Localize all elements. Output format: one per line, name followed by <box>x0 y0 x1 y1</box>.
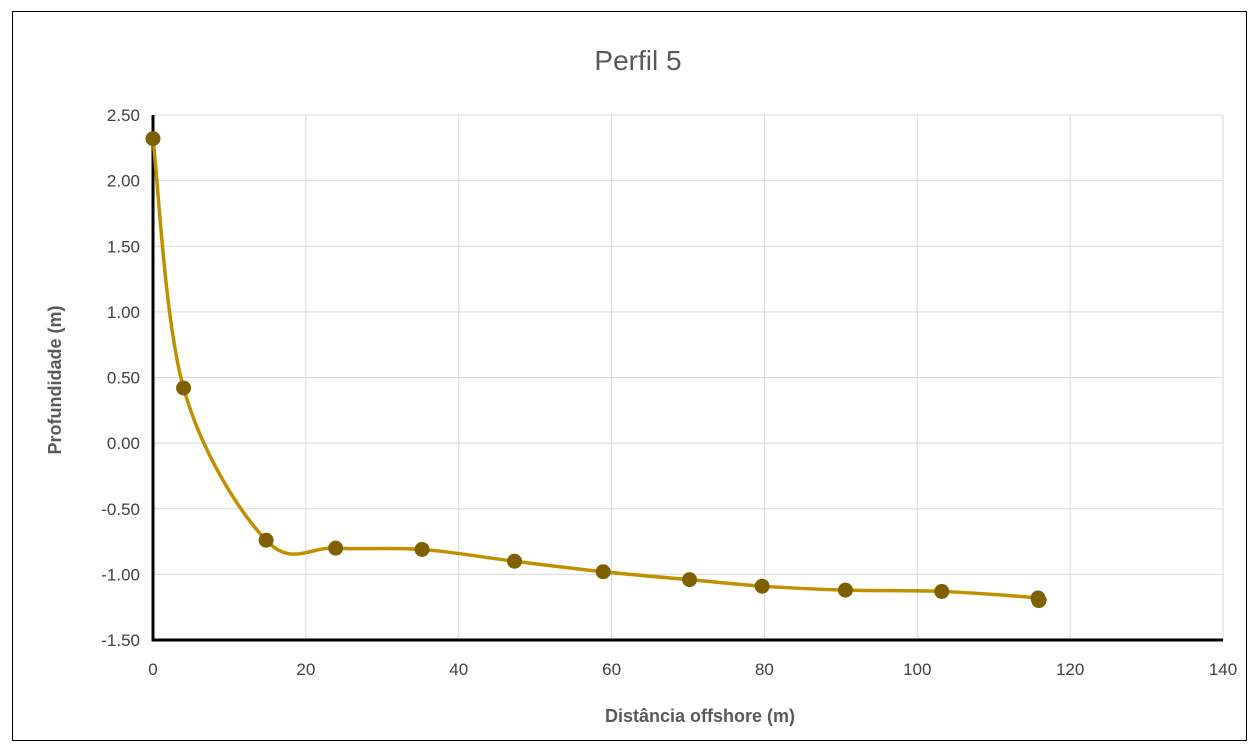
x-tick-label: 20 <box>296 660 315 679</box>
data-point <box>414 541 430 557</box>
x-tick-label: 80 <box>755 660 774 679</box>
y-tick-label: 2.50 <box>107 106 140 125</box>
grid-layer <box>153 114 1224 640</box>
x-axis-title: Distância offshore (m) <box>605 706 795 726</box>
data-point <box>145 131 161 147</box>
y-tick-label: 1.50 <box>107 237 140 256</box>
y-tick-label: 0.50 <box>107 369 140 388</box>
data-point <box>837 582 853 598</box>
y-tick-label: -1.00 <box>101 565 140 584</box>
data-point <box>507 553 523 569</box>
label-layer: 2.50 2.00 1.50 1.00 0.50 0.00 -0.50 -1.00 -1.50 0… <box>101 106 1237 679</box>
x-tick-label: 140 <box>1209 660 1237 679</box>
data-point <box>1031 593 1047 609</box>
x-tick-label: 0 <box>148 660 157 679</box>
x-tick-label: 100 <box>903 660 931 679</box>
x-tick-label: 120 <box>1056 660 1084 679</box>
line-layer <box>151 138 1048 603</box>
chart-title: Perfil 5 <box>594 45 681 76</box>
data-point <box>328 540 344 556</box>
y-tick-label: 0.00 <box>107 434 140 453</box>
x-tick-label: 40 <box>449 660 468 679</box>
chart-svg: 2.50 2.00 1.50 1.00 0.50 0.00 -0.50 -1.00 -1.50 0… <box>45 45 1237 726</box>
marker-layer <box>145 131 1047 609</box>
data-point <box>258 532 274 548</box>
y-tick-label: -0.50 <box>101 500 140 519</box>
data-point <box>682 572 698 588</box>
data-point <box>754 578 770 594</box>
data-point <box>595 564 611 580</box>
y-tick-label: -1.50 <box>101 631 140 650</box>
x-tick-label: 60 <box>602 660 621 679</box>
chart-frame: 2.50 2.00 1.50 1.00 0.50 0.00 -0.50 -1.00 -1.50 0… <box>12 11 1247 741</box>
series-line <box>151 138 1048 603</box>
y-tick-label: 2.00 <box>107 172 140 191</box>
axes-layer <box>151 115 1223 642</box>
y-tick-label: 1.00 <box>107 303 140 322</box>
data-point <box>176 380 192 396</box>
y-axis-title: Profundidade (m) <box>45 306 65 455</box>
data-point <box>934 583 950 599</box>
